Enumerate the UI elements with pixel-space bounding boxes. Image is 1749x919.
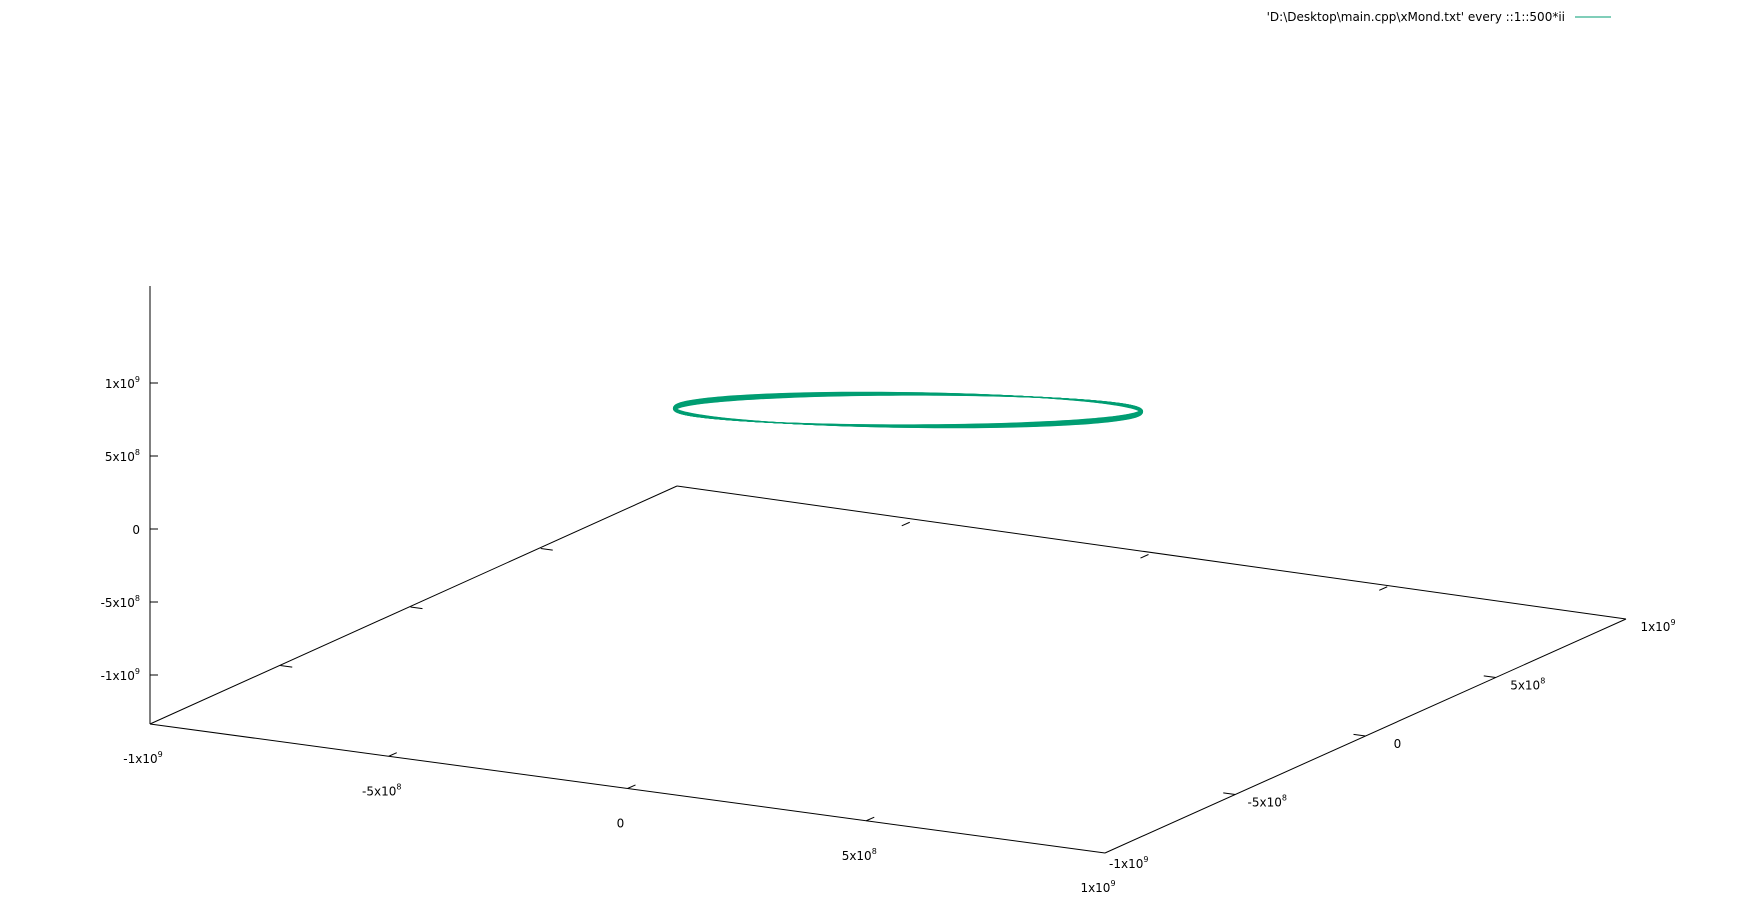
y-tick-label-exp: 8 xyxy=(1282,794,1287,803)
z-tick-label: 0 xyxy=(132,523,140,537)
z-tick-label: -1x109 xyxy=(101,667,140,683)
y-tick-label-exp: 9 xyxy=(1670,618,1675,627)
y-tick-mark xyxy=(1483,675,1496,678)
x-tick-label: 5x108 xyxy=(842,847,877,863)
x-tick-mark-back xyxy=(1140,554,1149,559)
legend: 'D:\Desktop\main.cpp\xMond.txt' every ::… xyxy=(1267,10,1611,24)
y-tick-mark-back xyxy=(410,606,423,610)
x-tick-label-base: 0 xyxy=(617,817,625,831)
orbit-loop xyxy=(674,394,1142,426)
y-tick-label: -1x109 xyxy=(1109,855,1148,871)
x-tick-label-base: 5x10 xyxy=(842,849,872,863)
x-tick-label: -1x109 xyxy=(123,750,162,766)
y-tick-label-base: -1x10 xyxy=(1109,857,1143,871)
y-tick-mark-back xyxy=(280,665,293,668)
z-tick-label-base: -1x10 xyxy=(101,669,135,683)
y-tick-label-base: -5x10 xyxy=(1248,796,1282,810)
x-tick-mark xyxy=(388,752,397,757)
x-tick-mark xyxy=(627,784,636,789)
x-tick-label-exp: 9 xyxy=(158,750,163,759)
z-tick-label-base: 5x10 xyxy=(105,450,135,464)
z-tick-label-base: 0 xyxy=(132,523,140,537)
y-tick-label: 5x108 xyxy=(1510,677,1545,693)
z-tick-label: 5x108 xyxy=(105,448,140,464)
x-tick-label-base: -1x10 xyxy=(123,752,157,766)
y-tick-mark-back xyxy=(540,548,553,551)
y-tick-mark xyxy=(1353,733,1366,737)
y-tick-mark xyxy=(1223,792,1236,795)
axis-tick-labels: -1x109-5x10805x1081x109-1x109-5x10805x10… xyxy=(101,375,1676,895)
series-orbit xyxy=(672,391,1144,429)
x-tick-label: 1x109 xyxy=(1080,879,1115,895)
x-tick-label: 0 xyxy=(617,817,625,831)
x-tick-label-base: 1x10 xyxy=(1080,881,1110,895)
x-tick-label-exp: 9 xyxy=(1110,879,1115,888)
base-back-right-edge xyxy=(676,485,1627,620)
legend-entry-label: 'D:\Desktop\main.cpp\xMond.txt' every ::… xyxy=(1267,10,1565,24)
z-tick-label-base: 1x10 xyxy=(105,377,135,391)
z-tick-label-exp: 8 xyxy=(135,594,140,603)
y-tick-label-base: 5x10 xyxy=(1510,679,1540,693)
x-tick-label: -5x108 xyxy=(362,782,401,798)
y-tick-label: -5x108 xyxy=(1248,794,1287,810)
y-tick-label-base: 1x10 xyxy=(1640,620,1670,634)
x-tick-label-base: -5x10 xyxy=(362,784,396,798)
z-tick-label: -5x108 xyxy=(101,594,140,610)
y-tick-label: 1x109 xyxy=(1640,618,1675,634)
base-back-left-edge xyxy=(149,485,678,725)
x-tick-label-exp: 8 xyxy=(872,847,877,856)
x-tick-mark xyxy=(866,816,875,822)
z-tick-label-exp: 8 xyxy=(135,448,140,457)
y-tick-label-base: 0 xyxy=(1394,737,1402,751)
x-tick-label-exp: 8 xyxy=(396,782,401,791)
axis-ticks xyxy=(150,382,1496,822)
y-tick-label: 0 xyxy=(1394,737,1402,751)
x-tick-mark-back xyxy=(1379,586,1388,591)
y-tick-label-exp: 9 xyxy=(1143,855,1148,864)
y-tick-label-exp: 8 xyxy=(1540,677,1545,686)
z-tick-label-exp: 9 xyxy=(135,667,140,676)
x-tick-mark-back xyxy=(901,521,910,527)
z-tick-label-base: -5x10 xyxy=(101,596,135,610)
z-tick-label: 1x109 xyxy=(105,375,140,391)
z-tick-label-exp: 9 xyxy=(135,375,140,384)
